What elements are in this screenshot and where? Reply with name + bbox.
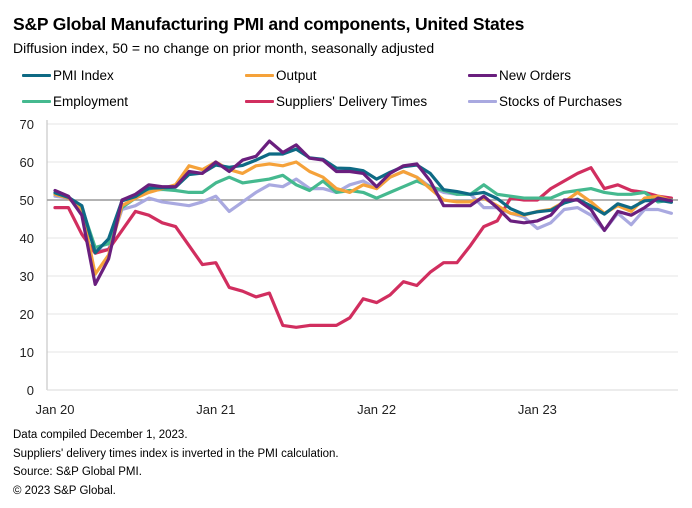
legend-item-suppliers-delivery-times: Suppliers' Delivery Times <box>245 94 427 109</box>
legend-swatch <box>468 74 497 77</box>
legend-swatch <box>245 74 274 77</box>
y-tick-label: 60 <box>20 155 34 170</box>
legend-swatch <box>22 100 51 103</box>
legend-swatch <box>468 100 497 103</box>
x-tick-label: Jan 20 <box>35 402 74 417</box>
legend-swatch <box>22 74 51 77</box>
x-tick-label: Jan 22 <box>357 402 396 417</box>
gridlines <box>46 120 678 391</box>
footer-note-source: Source: S&P Global PMI. <box>13 466 142 478</box>
legend-item-stocks-of-purchases: Stocks of Purchases <box>468 94 622 109</box>
footer-note-inverted: Suppliers' delivery times index is inver… <box>13 447 339 460</box>
series-line-stocks-of-purchases <box>53 169 674 253</box>
footer-note-copyright: © 2023 S&P Global. <box>13 484 116 497</box>
chart-title: S&P Global Manufacturing PMI and compone… <box>13 14 525 34</box>
legend-label: PMI Index <box>53 68 114 83</box>
y-tick-label: 10 <box>20 345 34 360</box>
chart-subtitle: Diffusion index, 50 = no change on prior… <box>13 40 435 56</box>
legend-label: Suppliers' Delivery Times <box>276 94 428 109</box>
series-line-pmi-index <box>53 147 674 255</box>
series-line-new-orders <box>53 139 674 286</box>
legend-item-output: Output <box>245 68 317 83</box>
legend: PMI Index Output New Orders Employment S… <box>22 68 692 118</box>
legend-item-new-orders: New Orders <box>468 68 571 83</box>
x-tick-label: Jan 21 <box>196 402 235 417</box>
series-line-output <box>53 160 674 276</box>
y-tick-label: 40 <box>20 231 34 246</box>
series-lines <box>53 139 674 329</box>
footer-note-compiled: Data compiled December 1, 2023. <box>13 429 188 441</box>
y-tick-label: 0 <box>27 383 34 398</box>
y-tick-label: 30 <box>20 269 34 284</box>
x-axis-ticks: Jan 20 Jan 21 Jan 22 Jan 23 <box>35 402 556 417</box>
series-line-suppliers-delivery-times <box>53 166 674 329</box>
legend-item-pmi-index: PMI Index <box>22 68 114 83</box>
legend-label: Stocks of Purchases <box>499 94 623 109</box>
legend-item-employment: Employment <box>22 94 128 109</box>
legend-swatch <box>245 100 274 103</box>
y-tick-label: 20 <box>20 307 34 322</box>
footer-notes: Data compiled December 1, 2023. Supplier… <box>13 426 339 500</box>
y-tick-label: 50 <box>20 193 34 208</box>
legend-label: Output <box>276 68 317 83</box>
y-axis-ticks: 0 10 20 30 40 50 60 70 <box>20 117 34 398</box>
x-tick-label: Jan 23 <box>518 402 557 417</box>
y-tick-label: 70 <box>20 117 34 132</box>
legend-label: Employment <box>53 94 129 109</box>
legend-label: New Orders <box>499 68 572 83</box>
